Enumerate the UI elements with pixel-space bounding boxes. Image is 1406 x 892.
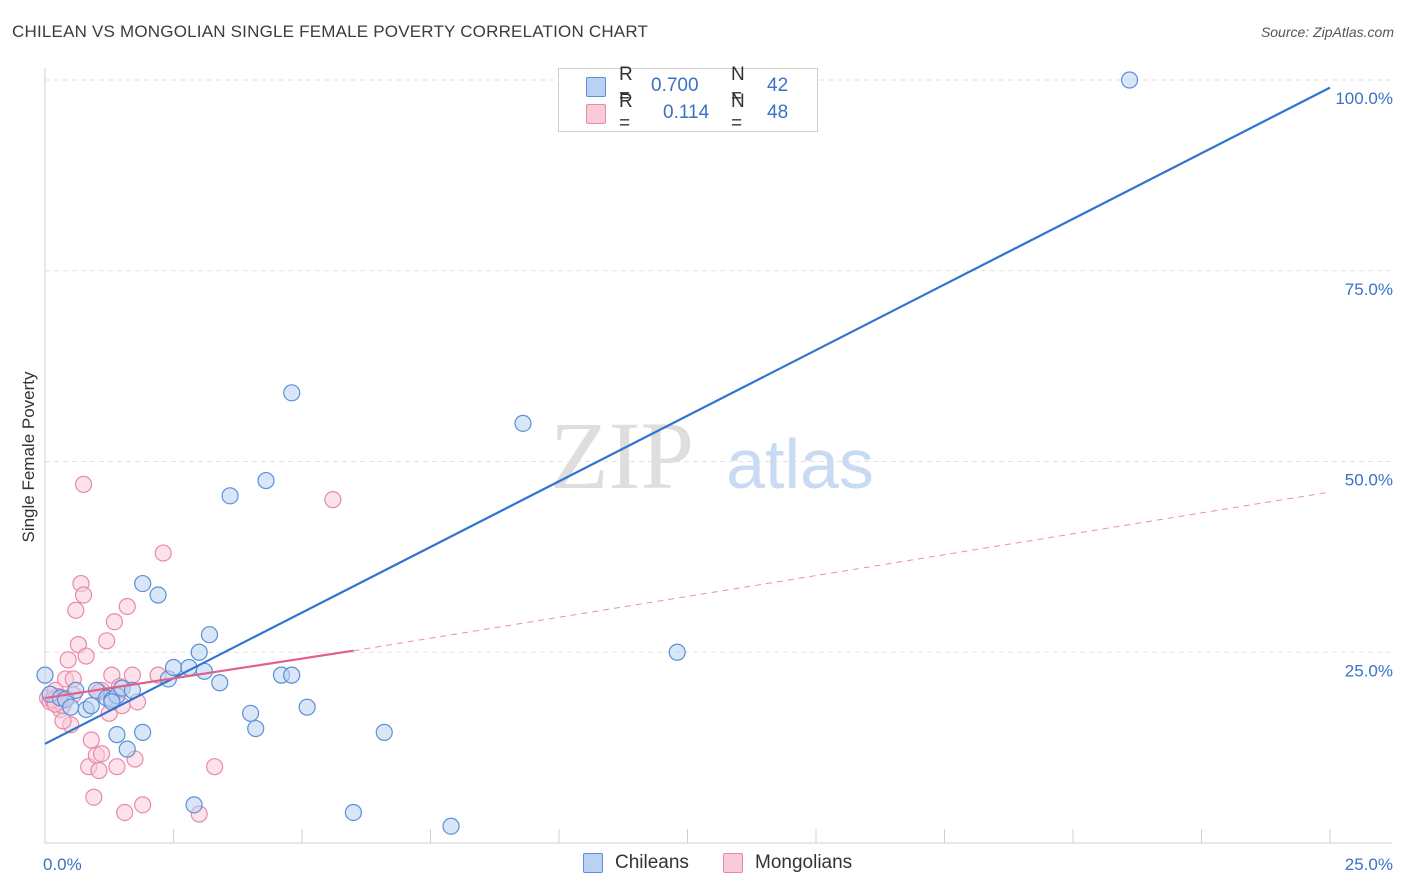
trendline-mongolians <box>44 649 354 700</box>
data-point-mongolian <box>98 632 116 650</box>
data-point-chilean <box>298 698 316 716</box>
y-tick-label: 50.0% <box>1345 471 1393 490</box>
bottom-legend-swatch-chileans <box>583 853 603 873</box>
grid <box>45 79 1392 653</box>
watermark-zip: ZIP <box>550 402 694 509</box>
data-point-mongolian <box>90 761 108 780</box>
data-point-mongolian <box>77 647 95 665</box>
data-point-mongolian <box>123 666 141 684</box>
data-point-mongolian <box>116 803 134 822</box>
data-point-chilean <box>82 697 100 715</box>
data-point-mongolian <box>118 597 136 616</box>
bottom-legend-swatch-mongolians <box>723 853 743 873</box>
watermark-atlas: atlas <box>726 425 874 503</box>
data-point-chilean <box>283 666 301 684</box>
watermark: ZIP atlas <box>550 402 874 509</box>
data-point-mongolian <box>105 613 123 631</box>
data-point-chilean <box>442 817 460 835</box>
data-point-chilean <box>375 723 393 741</box>
y-tick-label: 100.0% <box>1335 89 1393 108</box>
chart-title: CHILEAN VS MONGOLIAN SINGLE FEMALE POVER… <box>12 22 649 41</box>
bottom-legend-label-chileans: Chileans <box>615 852 689 873</box>
data-point-chilean <box>164 658 183 677</box>
data-point-chilean <box>190 643 208 661</box>
data-point-mongolian <box>74 586 93 604</box>
y-tick-labels: 25.0% 50.0% 75.0% 100.0% <box>1335 89 1393 680</box>
data-point-mongolian <box>134 796 152 814</box>
trendline-mongolians-dashed <box>353 491 1331 652</box>
data-point-chilean <box>257 471 275 490</box>
data-point-chilean <box>668 643 686 661</box>
source-label: Source: ZipAtlas.com <box>1260 24 1394 40</box>
data-point-chilean <box>283 384 301 402</box>
trendlines <box>44 86 1331 745</box>
data-point-mongolian <box>92 745 111 763</box>
legend-r-label: R = <box>619 64 633 107</box>
bottom-legend-chileans: Chileans <box>583 852 689 874</box>
legend-r-value: 0.700 <box>651 75 699 96</box>
x-tick-labels: 0.0% 25.0% <box>43 855 1393 874</box>
legend-r-value: 0.114 <box>663 102 710 123</box>
legend-r-label: R = <box>619 91 633 134</box>
legend-swatch-mongolians <box>586 104 606 124</box>
legend: R = 0.700 N = 42 R = 0.114 N = 48 <box>558 64 818 134</box>
data-point-chilean <box>36 666 54 684</box>
data-point-mongolian <box>82 731 100 749</box>
data-point-mongolian <box>67 601 85 619</box>
data-point-mongolian <box>54 712 72 730</box>
data-point-mongolian <box>154 544 172 562</box>
y-tick-label: 25.0% <box>1345 661 1393 680</box>
data-point-mongolian <box>59 651 77 669</box>
data-point-chilean <box>242 704 260 722</box>
data-point-chilean <box>221 487 239 505</box>
data-point-mongolian <box>108 758 126 776</box>
axes <box>44 68 1392 844</box>
legend-n-value: 48 <box>767 102 789 123</box>
data-point-chilean <box>62 698 80 716</box>
data-point-chilean <box>344 803 362 822</box>
data-point-mongolian <box>85 788 103 806</box>
bottom-legend-label-mongolians: Mongolians <box>755 852 853 873</box>
data-point-mongolian <box>206 758 224 776</box>
data-point-chilean <box>134 723 152 741</box>
data-point-mongolian <box>74 475 93 493</box>
trendline-chileans <box>44 86 1331 745</box>
y-axis-label: Single Female Poverty <box>19 371 38 543</box>
data-point-chilean <box>134 574 152 593</box>
x-tick-label: 25.0% <box>1345 855 1393 874</box>
data-point-chilean <box>118 740 136 758</box>
data-point-chilean <box>108 726 126 744</box>
bottom-legend-mongolians: Mongolians <box>723 852 852 874</box>
legend-swatch-chileans <box>586 77 606 97</box>
legend-n-label: N = <box>731 64 745 107</box>
data-point-chilean <box>514 414 532 432</box>
data-point-chilean <box>67 681 85 700</box>
legend-n-label: N = <box>731 91 745 134</box>
data-point-chilean <box>185 796 203 814</box>
data-point-chilean <box>211 674 229 692</box>
y-tick-label: 75.0% <box>1345 280 1393 299</box>
data-point-chilean <box>247 719 265 738</box>
data-point-chilean <box>149 586 167 604</box>
data-point-chilean <box>200 626 219 644</box>
data-point-mongolian <box>324 491 342 509</box>
legend-n-value: 42 <box>767 75 789 96</box>
x-tick-label: 0.0% <box>43 855 82 874</box>
bottom-legend: Chileans Mongolians <box>0 852 1406 878</box>
data-point-chilean <box>1120 71 1139 89</box>
series-mongolians <box>38 475 342 823</box>
